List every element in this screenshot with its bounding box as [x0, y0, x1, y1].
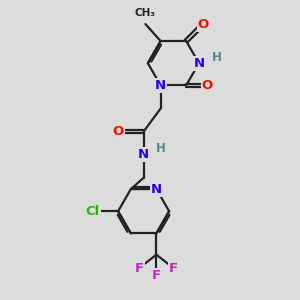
- Text: O: O: [202, 79, 213, 92]
- Text: N: N: [194, 57, 205, 70]
- Text: H: H: [156, 142, 166, 155]
- Text: F: F: [169, 262, 178, 275]
- Text: CH₃: CH₃: [135, 8, 156, 18]
- Text: F: F: [135, 262, 144, 275]
- Text: N: N: [155, 79, 166, 92]
- Text: O: O: [198, 18, 209, 31]
- Text: N: N: [138, 148, 149, 161]
- Text: H: H: [212, 51, 222, 64]
- Text: Cl: Cl: [85, 205, 100, 218]
- Text: N: N: [151, 183, 162, 196]
- Text: O: O: [112, 125, 124, 138]
- Text: F: F: [152, 269, 161, 282]
